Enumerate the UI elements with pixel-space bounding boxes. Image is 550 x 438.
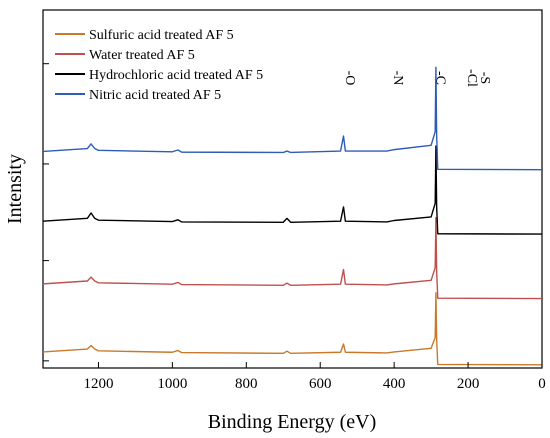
y-axis-title: Intensity [4, 154, 26, 224]
element-label: -S [477, 72, 492, 84]
x-tick-label: 1000 [157, 376, 187, 392]
x-tick-label: 1200 [83, 376, 113, 392]
legend-label: Water treated AF 5 [89, 48, 195, 63]
element-labels: -O -N -C -Cl-S [342, 69, 492, 87]
legend-label: Hydrochloric acid treated AF 5 [89, 68, 263, 83]
x-tick-label: 200 [457, 376, 480, 392]
element-label: -Cl [464, 69, 479, 87]
x-axis-title: Binding Energy (eV) [208, 411, 377, 433]
x-tick-label: 600 [309, 376, 332, 392]
series-line-1 [42, 292, 543, 366]
element-label: -C [433, 71, 448, 85]
x-axis: 1200 1000 800 600 400 200 0 [83, 362, 546, 392]
series-line-2 [42, 216, 543, 300]
x-tick-label: 800 [235, 376, 258, 392]
legend-label: Nitric acid treated AF 5 [89, 88, 221, 103]
series-line-4 [42, 66, 543, 171]
x-tick-label: 0 [538, 376, 546, 392]
element-label: -O [342, 71, 357, 86]
series-line-3 [42, 145, 543, 235]
plot-area-frame [42, 9, 543, 369]
element-label: -N [390, 71, 405, 86]
legend-label: Sulfuric acid treated AF 5 [89, 28, 234, 43]
series-layer [42, 66, 543, 366]
x-tick-label: 400 [383, 376, 406, 392]
legend: Sulfuric acid treated AF 5 Water treated … [55, 28, 263, 103]
y-axis [43, 63, 49, 362]
